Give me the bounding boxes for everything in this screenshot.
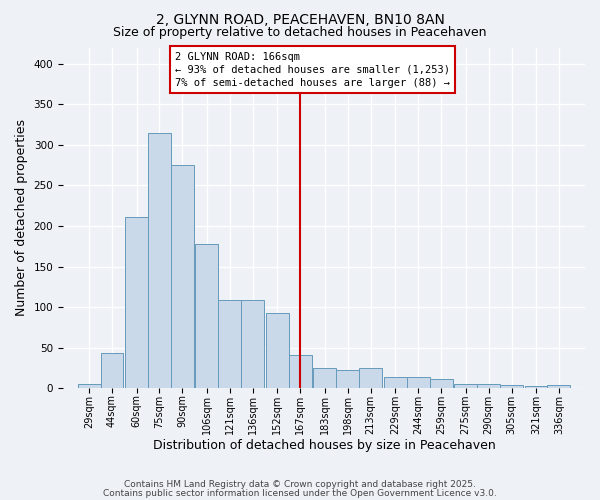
Bar: [547, 385, 571, 388]
Text: 2 GLYNN ROAD: 166sqm
← 93% of detached houses are smaller (1,253)
7% of semi-det: 2 GLYNN ROAD: 166sqm ← 93% of detached h…: [175, 52, 450, 88]
Bar: [336, 370, 359, 388]
Bar: [171, 165, 194, 388]
Bar: [148, 132, 171, 388]
Bar: [500, 385, 523, 388]
Bar: [289, 355, 312, 388]
Bar: [359, 368, 382, 388]
Bar: [313, 368, 336, 388]
Bar: [454, 384, 477, 388]
Bar: [384, 377, 407, 388]
Bar: [218, 300, 241, 388]
Bar: [241, 300, 265, 388]
Bar: [477, 384, 500, 388]
Bar: [407, 377, 430, 388]
Text: Contains public sector information licensed under the Open Government Licence v3: Contains public sector information licen…: [103, 488, 497, 498]
Text: Size of property relative to detached houses in Peacehaven: Size of property relative to detached ho…: [113, 26, 487, 39]
X-axis label: Distribution of detached houses by size in Peacehaven: Distribution of detached houses by size …: [152, 440, 496, 452]
Bar: [524, 386, 547, 388]
Bar: [430, 380, 452, 388]
Bar: [77, 384, 101, 388]
Bar: [101, 352, 124, 388]
Bar: [266, 313, 289, 388]
Text: 2, GLYNN ROAD, PEACEHAVEN, BN10 8AN: 2, GLYNN ROAD, PEACEHAVEN, BN10 8AN: [155, 12, 445, 26]
Y-axis label: Number of detached properties: Number of detached properties: [15, 120, 28, 316]
Bar: [125, 217, 148, 388]
Bar: [196, 244, 218, 388]
Text: Contains HM Land Registry data © Crown copyright and database right 2025.: Contains HM Land Registry data © Crown c…: [124, 480, 476, 489]
